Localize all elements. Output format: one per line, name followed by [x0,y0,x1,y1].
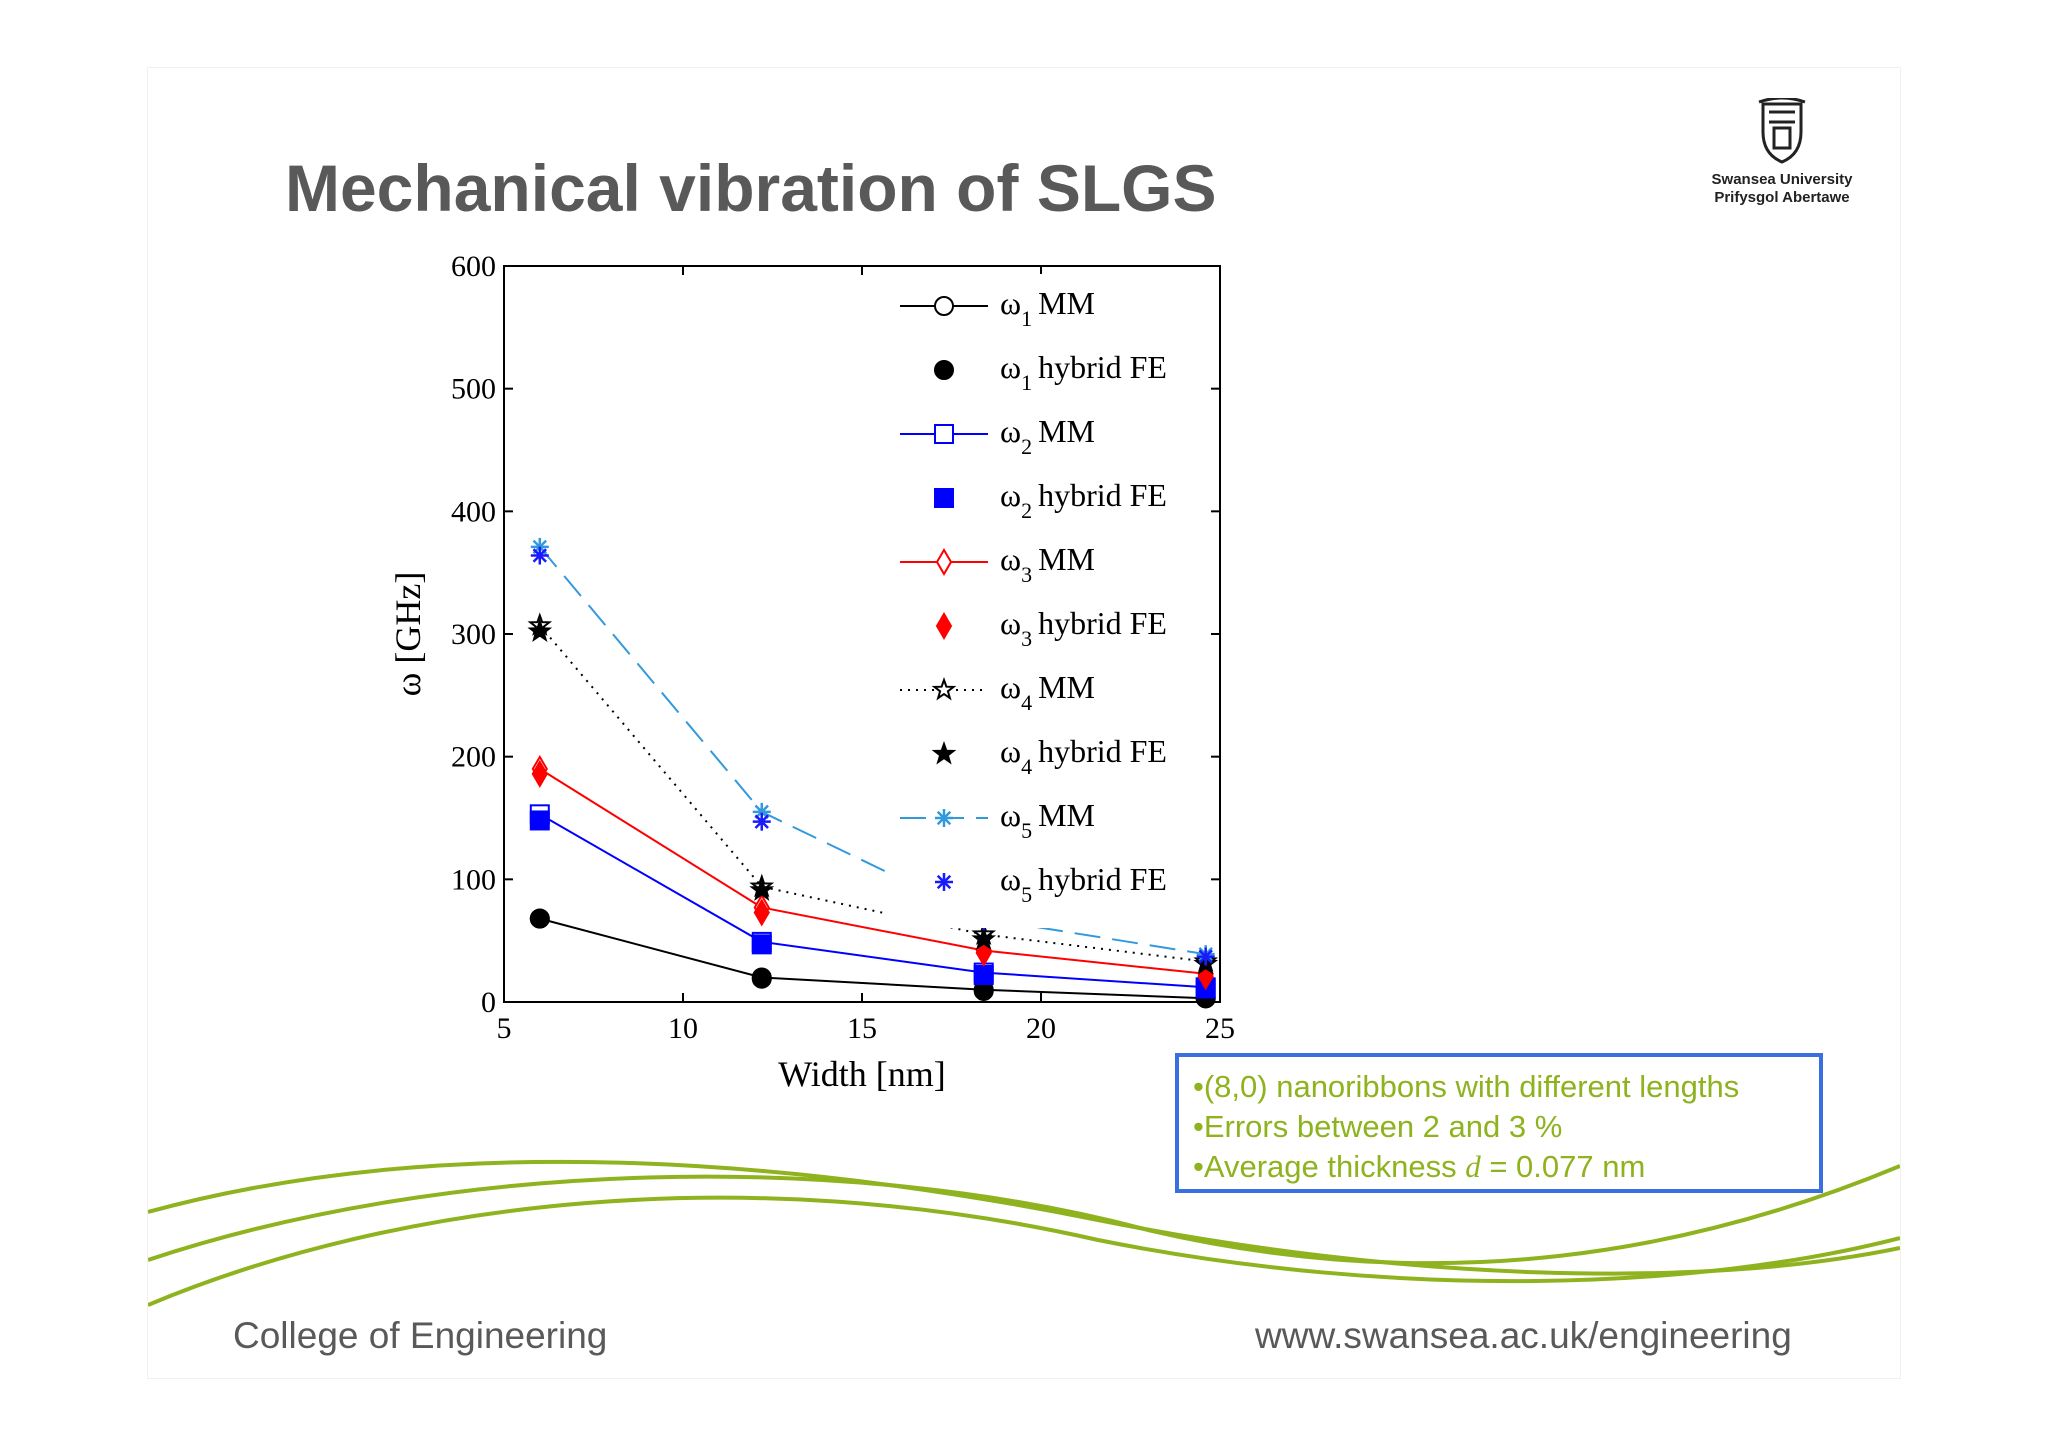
y-tick-label: 100 [451,863,496,896]
data-point-7-2 [971,926,997,950]
data-point-7-0 [527,618,553,642]
note-line-3-prefix: •Average thickness [1193,1149,1466,1184]
series-line-6 [539,624,1206,963]
y-tick-label: 200 [451,741,496,774]
legend-marker-1 [934,360,954,380]
data-point-9-0 [532,548,547,563]
legend-label-2: ω2 MM [1000,413,1095,459]
data-point-9-3 [1198,949,1213,964]
website-url[interactable]: www.swansea.ac.uk/engineering [1255,1315,1792,1356]
legend-marker-0 [934,296,954,316]
x-tick-label: 15 [847,1012,877,1045]
y-tick-label: 400 [451,495,496,528]
legend-marker-2 [934,424,954,444]
logo-line-2: Prifysgol Abertawe [1714,189,1850,206]
y-tick-label: 500 [451,373,496,406]
note-line-1: •(8,0) nanoribbons with different length… [1193,1069,1740,1104]
legend-marker-6 [931,677,957,701]
y-axis-label: ω [GHz] [388,572,428,697]
x-axis-label: Width [nm] [778,1054,946,1094]
data-point-9-1 [754,814,769,829]
legend-label-0: ω1 MM [1000,285,1095,331]
data-point-7-1 [749,877,775,901]
legend-label-3: ω2 hybrid FE [1000,477,1167,523]
note-line-3: •Average thickness d = 0.077 nm [1193,1147,1805,1187]
x-tick-label: 20 [1026,1012,1056,1045]
legend-label-7: ω4 hybrid FE [1000,733,1167,779]
college-name: College of Engineering [233,1315,608,1356]
data-point-1-0 [529,908,550,929]
university-logo: Swansea University Prifysgol Abertawe [1692,96,1872,207]
series-line-8 [539,546,1206,956]
x-tick-label: 25 [1205,1012,1235,1045]
decorative-waves [148,1159,1900,1307]
notes-box: •(8,0) nanoribbons with different length… [1175,1053,1823,1193]
data-point-5-1 [753,898,770,927]
data-point-5-0 [531,759,548,788]
note-line-3-var: d [1465,1149,1481,1184]
legend-label-5: ω3 hybrid FE [1000,605,1167,651]
legend-label-8: ω5 MM [1000,797,1095,843]
x-tick-label: 10 [668,1012,698,1045]
note-line-3-suffix: = 0.077 nm [1480,1149,1646,1184]
legend-marker-4 [935,548,953,576]
series-line-4 [539,768,1206,975]
y-tick-label: 600 [451,250,496,283]
data-point-3-2 [973,965,994,986]
legend-marker-8 [936,810,952,826]
legend-label-6: ω4 MM [1000,669,1095,715]
legend-label-4: ω3 MM [1000,541,1095,587]
crest-icon [1758,96,1806,164]
frequency-chart: 5 10 15 20 25 0 100 200 300 400 500 600 Width [nm] ω … [388,250,1235,1094]
legend-marker-5 [935,612,953,640]
data-point-3-0 [529,810,550,831]
data-point-1-1 [751,968,772,989]
slide-title: Mechanical vibration of SLGS [285,151,1217,225]
series-line-2 [539,813,1206,989]
logo-line-1: Swansea University [1711,171,1853,188]
legend-label-9: ω5 hybrid FE [1000,861,1167,907]
y-tick-label: 0 [481,986,496,1019]
legend-marker-7 [931,741,957,765]
legend-marker-3 [934,488,954,508]
series-line-0 [539,917,1206,1000]
y-tick-label: 300 [451,618,496,651]
x-tick-label: 5 [497,1012,512,1045]
legend-label-1: ω1 hybrid FE [1000,349,1167,395]
note-line-2: •Errors between 2 and 3 % [1193,1109,1563,1144]
legend-marker-9 [936,874,952,890]
data-point-3-1 [751,934,772,955]
